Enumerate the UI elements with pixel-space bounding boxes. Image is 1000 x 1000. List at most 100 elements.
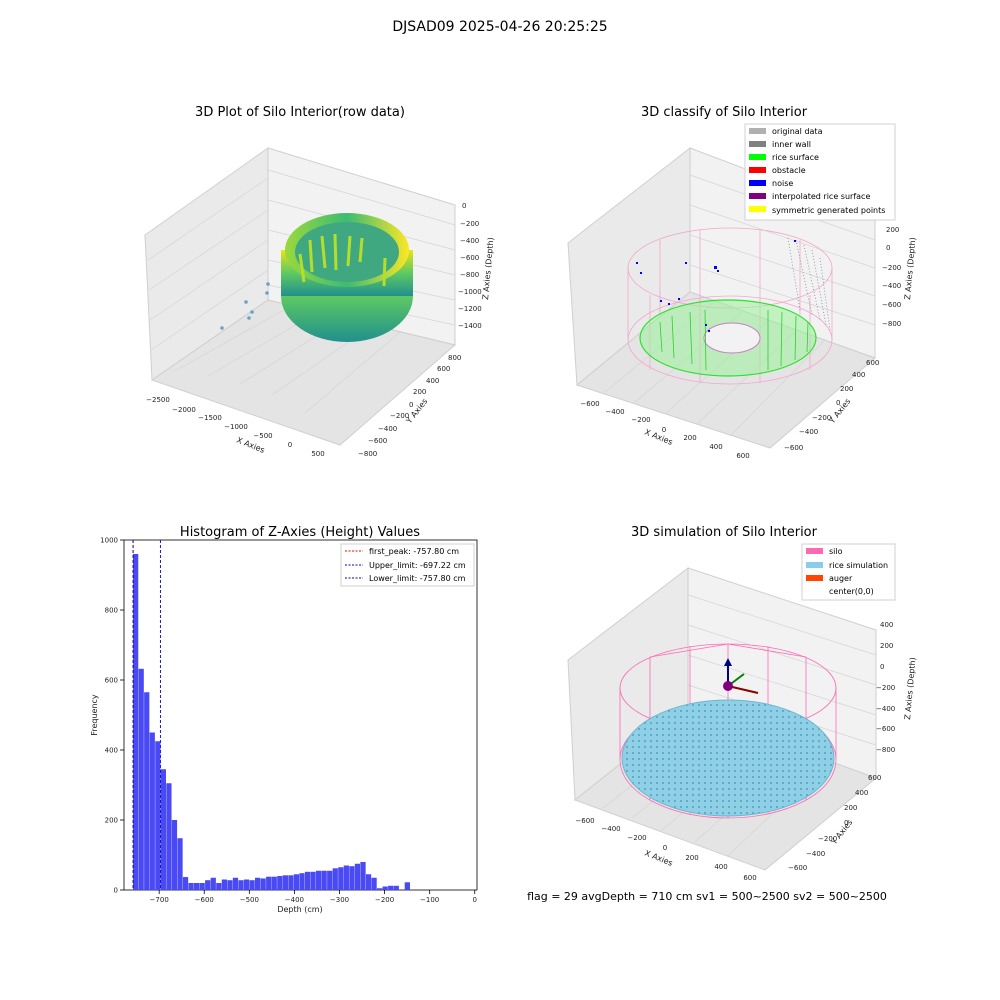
legend-label-rice-surface: rice surface: [772, 153, 819, 162]
histogram-xlabel: Depth (cm): [277, 905, 322, 914]
raw-xtick-0: −2500: [146, 396, 170, 404]
raw-xtick-3: −1000: [224, 423, 248, 431]
histogram-bar: [266, 876, 272, 890]
classify-ztick-5: −800: [882, 320, 901, 328]
sim-legend: silo rice simulation auger center(0,0): [801, 543, 896, 601]
classify-rice-hole: [703, 322, 761, 354]
sim-center-marker: [723, 658, 759, 694]
sim-ztick-3: −200: [876, 684, 895, 692]
histogram-ytick-label: 0: [114, 887, 118, 895]
classify-legend-entry: original data: [749, 127, 823, 136]
histogram-bar: [238, 880, 244, 890]
raw-zlabel: Z Axies (Depth): [481, 237, 495, 300]
raw-xtick-2: −1500: [198, 414, 222, 422]
histogram-bar: [188, 883, 194, 890]
histogram-legend-entry: first_peak: -757.80 cm: [345, 547, 459, 556]
classify-legend: original data inner wall rice surface ob…: [744, 123, 896, 221]
sim-legend-entry: silo: [806, 547, 843, 556]
sim-legend-entry: auger: [806, 574, 853, 583]
histogram-xtick-label: −200: [375, 896, 394, 904]
raw-ztick-1: −200: [460, 220, 479, 228]
panel-classify-title: 3D classify of Silo Interior: [641, 105, 808, 120]
classify-legend-frame: [744, 123, 896, 221]
histogram-ylabel: Frequency: [90, 694, 99, 736]
sim-ytick-3: 0: [844, 819, 848, 827]
histogram-bar: [210, 877, 216, 890]
histogram-bar: [243, 879, 250, 890]
classify-xtick-3: 0: [662, 426, 666, 434]
histogram-bar: [293, 874, 300, 890]
classify-xtick-4: 200: [683, 434, 696, 442]
sim-legend-entry: center(0,0): [806, 587, 874, 596]
histogram-bar: [160, 769, 166, 890]
raw-ztick-0: 0: [462, 202, 466, 210]
sim-legend-entry: rice simulation: [806, 561, 888, 570]
sim-rice-surface: [621, 699, 835, 817]
classify-ztick-3: −400: [882, 282, 901, 290]
legend-label-interpolated: interpolated rice surface: [772, 192, 870, 201]
raw-ytick-5: 200: [413, 388, 426, 396]
raw-xtick-6: 500: [311, 450, 324, 458]
classify-inner-wall: [787, 237, 831, 331]
histogram-bars: [133, 554, 410, 890]
histogram-ytick-label: 600: [105, 677, 118, 685]
histogram-bar: [138, 668, 144, 890]
sim-ytick-0: −600: [788, 864, 807, 872]
histogram-xtick-label: −500: [240, 896, 259, 904]
raw-ztick-2: −400: [460, 237, 479, 245]
classify-xtick-1: −400: [605, 408, 624, 416]
histogram-bar: [277, 876, 283, 890]
classify-legend-entry: rice surface: [749, 153, 819, 162]
classify-legend-entry: inner wall: [749, 140, 811, 149]
legend-swatch-interpolated: [749, 193, 766, 199]
raw-ytick-1: −600: [368, 437, 387, 445]
sim-xlabel: X Axies: [643, 849, 674, 868]
legend-label-silo: silo: [829, 547, 843, 556]
raw-x-ticks: −2500 −2000 −1500 −1000 −500 0 500: [146, 396, 325, 458]
legend-swatch-rice-simulation: [806, 562, 823, 568]
classify-ztick-1: 0: [886, 244, 890, 252]
histogram-bar: [393, 885, 399, 890]
classify-legend-entry: obstacle: [749, 166, 806, 175]
classify-ytick-6: 600: [866, 359, 879, 367]
raw-outlier-points: [220, 282, 270, 330]
sim-ytick-6: 600: [868, 774, 881, 782]
histogram-xtick-label: −700: [150, 896, 169, 904]
histogram-ytick-label: 800: [105, 607, 118, 615]
legend-label-noise: noise: [772, 179, 793, 188]
histogram-bar: [144, 692, 150, 890]
raw-ztick-6: −1200: [458, 305, 482, 313]
raw-ytick-6: 400: [426, 377, 439, 385]
legend-swatch-center: [806, 588, 823, 594]
sim-xtick-1: −400: [601, 825, 620, 833]
sim-ytick-5: 400: [855, 789, 868, 797]
sim-ylabel: Y Axies: [829, 818, 855, 847]
raw-xtick-1: −2000: [172, 406, 196, 414]
raw-ytick-2: −400: [378, 425, 397, 433]
raw-xtick-5: 0: [288, 441, 292, 449]
classify-legend-entry: noise: [749, 179, 793, 188]
classify-xlabel: X Axies: [643, 428, 674, 447]
classify-xtick-6: 600: [736, 452, 749, 460]
histogram-bar: [182, 877, 189, 890]
raw-ytick-4: 0: [409, 401, 413, 409]
raw-pane-floor: [150, 299, 457, 446]
histogram-bar: [365, 874, 372, 890]
histogram-bar: [199, 883, 205, 890]
classify-ztick-2: −200: [882, 264, 901, 272]
histogram-bar: [205, 880, 211, 890]
classify-ytick-2: −200: [812, 414, 831, 422]
histogram-bar: [360, 862, 366, 890]
classify-zlabel: Z Axies (Depth): [903, 237, 917, 300]
sim-center-point: [723, 681, 733, 691]
histogram-legend: first_peak: -757.80 cm Upper_limit: -697…: [340, 543, 475, 587]
histogram-bar: [310, 871, 316, 890]
sim-xtick-2: −200: [627, 834, 646, 842]
histogram-ytick-label: 1000: [100, 537, 118, 545]
sim-xtick-5: 400: [714, 863, 727, 871]
histogram-bar: [133, 554, 139, 890]
sim-x-ticks: −600 −400 −200 0 200 400 600: [575, 817, 756, 882]
histogram-bar: [232, 877, 239, 890]
sim-xtick-0: −600: [575, 817, 594, 825]
panel-classify: 3D classify of Silo Interior: [567, 105, 917, 460]
